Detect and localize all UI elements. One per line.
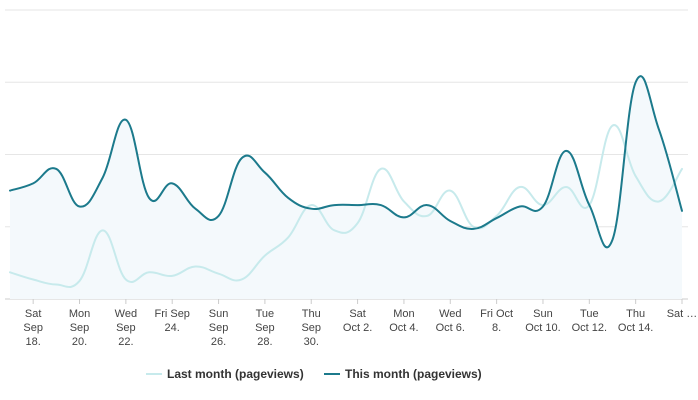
legend-label-this-month[interactable]: This month (pageviews) bbox=[345, 367, 482, 381]
x-tick-label: Sat Oct 2. bbox=[343, 308, 372, 334]
legend-item-this-month[interactable]: This month (pageviews) bbox=[324, 367, 482, 381]
legend-item-last-month[interactable]: Last month (pageviews) bbox=[146, 367, 304, 381]
x-tick-label: Mon Oct 4. bbox=[389, 308, 418, 334]
x-tick-label: Wed Oct 6. bbox=[436, 308, 465, 334]
x-axis: Sat Sep 18. Mon Sep 20. Wed Sep 22. Fri Sep 24. Sun… bbox=[23, 299, 697, 348]
x-tick-label: Tue Sep 28. bbox=[255, 308, 275, 348]
series-area-1 bbox=[10, 76, 682, 300]
x-tick-label: Sun Sep 26. bbox=[209, 308, 229, 348]
x-tick-label: Thu Sep 30. bbox=[301, 308, 321, 348]
x-tick-label: Tue Oct 12. bbox=[572, 308, 607, 334]
x-tick-label: Thu Oct 14. bbox=[618, 308, 653, 334]
legend-label-last-month[interactable]: Last month (pageviews) bbox=[167, 367, 304, 381]
x-tick-label: Mon Sep 20. bbox=[69, 308, 90, 348]
x-tick-label: Wed Sep 22. bbox=[115, 308, 137, 348]
x-tick-label: Fri Oct 8. bbox=[480, 308, 513, 334]
x-tick-label: Sat Sep 18. bbox=[23, 308, 43, 348]
x-tick-label: Sun Oct 10. bbox=[525, 308, 560, 334]
legend[interactable]: Last month (pageviews) This month (pagev… bbox=[146, 367, 482, 381]
series-layer bbox=[9, 75, 683, 300]
series-line-0[interactable] bbox=[9, 124, 683, 288]
series-line-1[interactable] bbox=[9, 75, 683, 249]
x-tick-label: Fri Sep 24. bbox=[154, 308, 189, 334]
x-tick-label: Sat … bbox=[667, 308, 698, 320]
